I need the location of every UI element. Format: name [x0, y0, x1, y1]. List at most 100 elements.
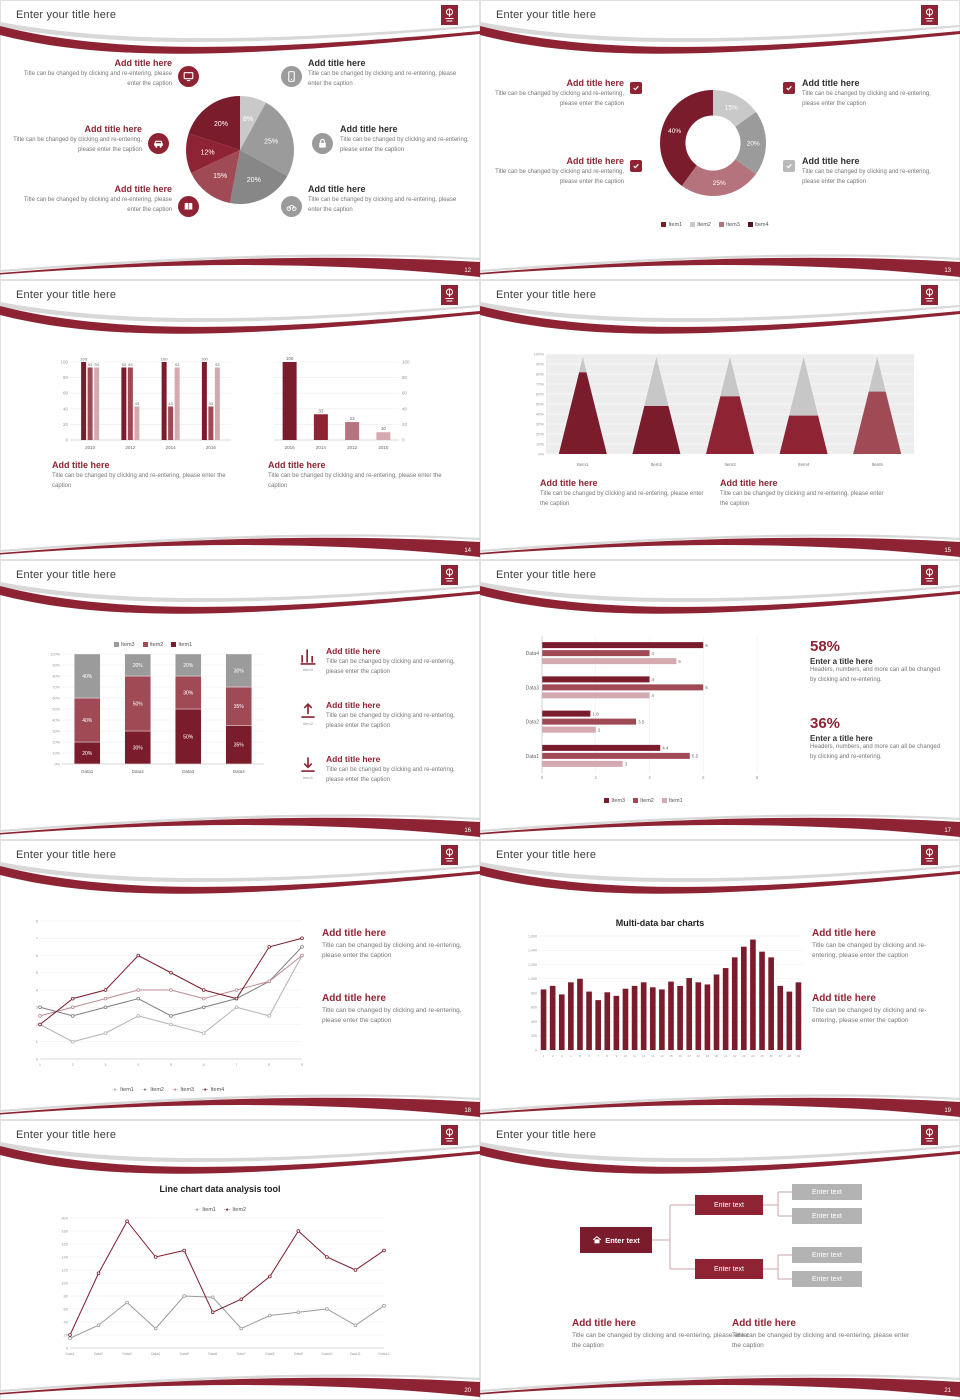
svg-text:Item2: Item2: [651, 462, 663, 467]
block-caption: Title can be changed by clicking and re-…: [802, 169, 931, 185]
svg-text:80: 80: [402, 375, 408, 380]
svg-text:Data2: Data2: [94, 1352, 103, 1356]
svg-text:20%: 20%: [214, 121, 228, 128]
flow-node-label: Enter text: [605, 1235, 640, 1245]
info-block: Add title here Title can be changed by c…: [326, 754, 474, 785]
block-title: Add title here: [308, 184, 366, 194]
bottom-swoosh-decoration: [0, 1374, 480, 1397]
bar-chart-icon: [298, 646, 318, 666]
svg-text:30%: 30%: [52, 729, 60, 733]
svg-text:27: 27: [779, 1054, 783, 1058]
top-swoosh-decoration: [0, 1142, 480, 1174]
legend-item: -●- Item1: [111, 1087, 134, 1093]
block-title: Add title here: [812, 928, 876, 939]
svg-text:17: 17: [688, 1054, 692, 1058]
svg-text:40: 40: [402, 406, 408, 411]
school-logo: [441, 1125, 458, 1145]
svg-text:2010: 2010: [85, 445, 96, 450]
donut-chart: 15% 20% 25% 40%: [660, 90, 766, 196]
slide-pie-infographic[interactable]: Enter your title here 8% 25% 20% 15% 12% 20% …: [0, 0, 480, 280]
svg-text:100%: 100%: [50, 652, 60, 656]
slide-title: Enter your title here: [496, 9, 597, 21]
svg-text:60: 60: [64, 1306, 69, 1311]
chart-title: Line chart data analysis tool: [159, 1184, 281, 1194]
block-caption: Title can be changed by clicking and re-…: [802, 91, 931, 107]
school-logo: [921, 565, 938, 585]
svg-text:160: 160: [61, 1241, 68, 1246]
block-caption: Title can be changed by clicking and re-…: [812, 942, 927, 960]
slide-stacked-bar-chart[interactable]: Enter your title here Item3 Item2 Item1 0%…: [0, 560, 480, 840]
row-tag: Item1: [302, 775, 313, 780]
checkbox-icon: [630, 160, 642, 172]
svg-text:4: 4: [652, 693, 655, 698]
info-block: Add title here Title can be changed by c…: [52, 460, 227, 491]
svg-text:4.4: 4.4: [662, 746, 669, 751]
page-number: 21: [944, 1388, 951, 1394]
info-block: Add title here Title can be changed by c…: [322, 928, 464, 962]
flow-mid-node: Enter text: [695, 1195, 763, 1215]
block-caption: Title can be changed by clicking and re-…: [495, 169, 624, 185]
svg-text:2: 2: [36, 1022, 39, 1027]
block-caption: Title can be changed by clicking and re-…: [322, 1007, 462, 1025]
svg-text:100: 100: [161, 357, 168, 362]
svg-text:120: 120: [61, 1267, 68, 1272]
flow-mid-node: Enter text: [695, 1259, 763, 1279]
svg-text:33: 33: [318, 408, 324, 413]
svg-text:70%: 70%: [536, 382, 544, 387]
page-number: 18: [464, 1108, 471, 1114]
book-icon: [178, 196, 199, 217]
svg-text:20%: 20%: [536, 432, 544, 437]
slide-line-chart-tool[interactable]: Enter your title here Line chart data an…: [0, 1120, 480, 1400]
school-logo: [921, 285, 938, 305]
line-chart: 0 20 40 60 80 100 120 140 160 180 200 Data1 Data2 Dat…: [61, 1215, 389, 1356]
slide-title: Enter your title here: [496, 1129, 597, 1141]
stat-title: Enter a title here: [810, 734, 873, 743]
slide-flow-diagram[interactable]: Enter your title here Enter text Enter t…: [480, 1120, 960, 1400]
svg-text:12: 12: [642, 1054, 646, 1058]
svg-text:0: 0: [535, 1048, 537, 1052]
stat-caption: Headers, numbers, and more can all be ch…: [810, 744, 941, 760]
slide-cone-chart[interactable]: Enter your title here 0% 10% 20% 30% 40% 50% 6…: [480, 280, 960, 560]
slide-horizontal-bar-chart[interactable]: Enter your title here 0 2 4 6 8 6 4 5 Data4 4 6 4 Da…: [480, 560, 960, 840]
svg-text:9: 9: [616, 1054, 618, 1058]
svg-text:40: 40: [64, 1319, 69, 1324]
svg-text:3: 3: [105, 1063, 107, 1067]
top-swoosh-decoration: [0, 22, 480, 54]
slide-bar-charts[interactable]: Enter your title here 0 20 40 60 80 100 100 93 9…: [0, 280, 480, 560]
svg-text:20%: 20%: [133, 663, 144, 669]
svg-text:Data7: Data7: [237, 1352, 246, 1356]
svg-text:100: 100: [60, 360, 68, 365]
svg-text:80: 80: [64, 1293, 69, 1298]
svg-text:50%: 50%: [52, 707, 60, 711]
stat-value: 58%: [810, 638, 841, 655]
top-swoosh-decoration: [0, 862, 480, 894]
svg-text:30%: 30%: [183, 690, 194, 696]
info-block: Add title here Title can be changed by c…: [540, 478, 710, 509]
svg-text:10%: 10%: [536, 442, 544, 447]
info-block: Add title here Title can be changed by c…: [308, 58, 468, 89]
svg-text:7: 7: [236, 1063, 238, 1067]
slide-title: Enter your title here: [16, 289, 117, 301]
block-caption: Title can be changed by clicking and re-…: [326, 767, 455, 783]
svg-text:0: 0: [36, 1056, 39, 1061]
svg-text:0: 0: [66, 1345, 69, 1350]
bottom-swoosh-decoration: [0, 534, 480, 557]
legend-item: Item4: [747, 222, 769, 228]
slide-multi-data-bar-chart[interactable]: Enter your title here Multi-data bar cha…: [480, 840, 960, 1120]
svg-text:180: 180: [61, 1228, 68, 1233]
slide-donut-chart[interactable]: Enter your title here 15% 20% 25% 40% Item1…: [480, 0, 960, 280]
block-title: Add title here: [812, 993, 876, 1004]
svg-text:90%: 90%: [52, 663, 60, 667]
svg-text:7: 7: [597, 1054, 599, 1058]
svg-text:7: 7: [36, 936, 39, 941]
legend-item: -●- Item2: [141, 1087, 164, 1093]
svg-text:6: 6: [705, 685, 708, 690]
svg-text:25%: 25%: [713, 180, 726, 187]
block-title: Add title here: [268, 460, 326, 470]
block-title: Add title here: [326, 646, 381, 656]
svg-text:1,000: 1,000: [528, 977, 537, 981]
legend-item: -●- Item4: [202, 1087, 225, 1093]
top-swoosh-decoration: [0, 582, 480, 614]
school-logo: [921, 1125, 938, 1145]
